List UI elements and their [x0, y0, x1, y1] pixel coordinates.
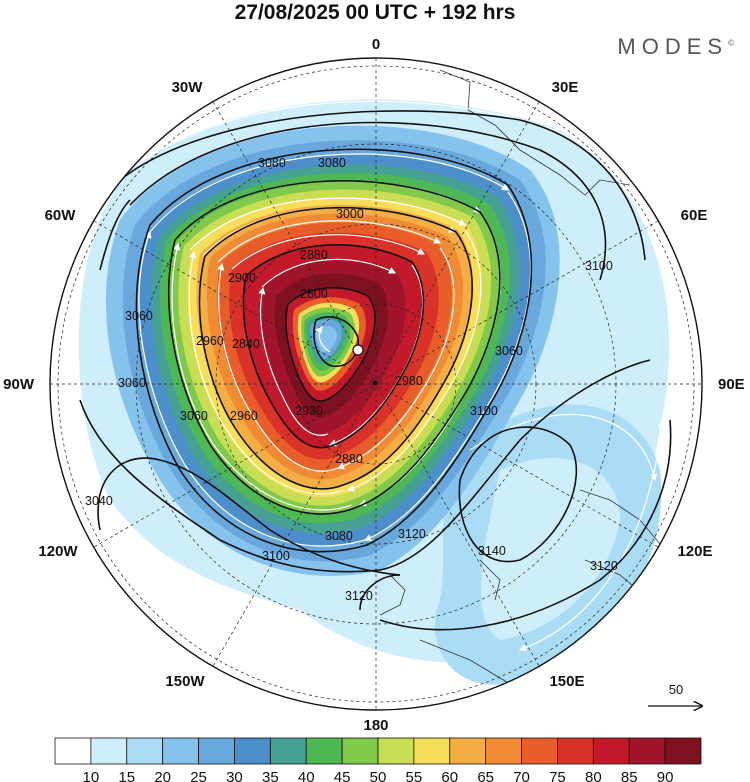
colorbar: 10 15 20 25 30 35 40 45 50 55 60 65 70 75 80 85 90 [54, 737, 702, 782]
height-contours [79, 110, 672, 631]
contour-label: 2980 [395, 374, 423, 388]
wind-speed-field [50, 58, 702, 710]
colorbar-label: 35 [262, 769, 279, 782]
colorbar-swatch [341, 737, 379, 765]
colorbar-label: 45 [334, 769, 351, 782]
colorbar-swatch [664, 737, 702, 765]
colorbar-label: 10 [83, 769, 100, 782]
contour-label: 3100 [585, 259, 613, 273]
contour-label: 3100 [262, 549, 290, 563]
colorbar-label: 90 [657, 769, 674, 782]
reference-vector: 50 [648, 682, 702, 706]
copyright-mark: © [728, 38, 734, 48]
colorbar-label: 30 [226, 769, 243, 782]
contour-label: 2880 [335, 452, 363, 466]
pole-marker [352, 344, 364, 356]
lon-label: 60E [681, 207, 708, 224]
colorbar-swatch [413, 737, 451, 765]
contour-label: 3080 [258, 156, 286, 170]
modes-logo: MODES© [617, 34, 734, 60]
lon-label: 30E [552, 79, 579, 96]
colorbar-swatch [521, 737, 558, 765]
contour-label: 2880 [300, 248, 328, 262]
lon-label: 150W [165, 673, 205, 690]
reference-vector-label: 50 [669, 682, 683, 697]
colorbar-label: 75 [549, 769, 566, 782]
contour-label: 3100 [470, 404, 498, 418]
colorbar-swatch [628, 737, 666, 765]
lon-label: 90W [3, 376, 35, 393]
lon-label: 120W [38, 543, 78, 560]
colorbar-swatch [198, 737, 235, 765]
colorbar-label: 40 [298, 769, 315, 782]
contour-label: 3000 [336, 207, 364, 221]
colorbar-swatch [305, 737, 343, 765]
contour-label: 3080 [318, 156, 346, 170]
colorbar-label: 80 [585, 769, 602, 782]
contour-label: 2840 [232, 337, 260, 351]
lon-label: 180 [363, 717, 388, 734]
lon-label: 90E [718, 376, 745, 393]
colorbar-swatch [377, 737, 415, 765]
colorbar-swatch [162, 737, 199, 765]
colorbar-swatch [592, 737, 630, 765]
colorbar-label: 20 [154, 769, 171, 782]
contour-label: 2930 [295, 404, 323, 418]
colorbar-swatch [269, 737, 307, 765]
contour-label: 2960 [196, 334, 224, 348]
lon-label: 60W [45, 207, 77, 224]
colorbar-swatch [54, 737, 92, 765]
colorbar-label: 25 [190, 769, 207, 782]
contour-label: 2960 [230, 409, 258, 423]
contour-label: 3140 [478, 544, 506, 558]
lon-label: 30W [172, 79, 204, 96]
contour-label: 3060 [495, 344, 523, 358]
map-boundary [49, 57, 703, 711]
lon-label: 0 [372, 36, 380, 53]
colorbar-swatch [234, 737, 271, 765]
longitude-labels: 0 30E 60E 90E 120E 150E 180 150W 120W 90… [3, 36, 745, 734]
contour-label: 3080 [325, 529, 353, 543]
colorbar-label: 85 [621, 769, 638, 782]
contour-label: 3060 [180, 409, 208, 423]
contour-label: 3040 [85, 494, 113, 508]
map-title: 27/08/2025 00 UTC + 192 hrs [234, 1, 516, 24]
lon-label: 120E [677, 543, 712, 560]
south-pole-dot [372, 380, 378, 386]
colorbar-swatch [90, 737, 128, 765]
contour-label: 3120 [345, 589, 373, 603]
contour-label: 3060 [125, 309, 153, 323]
lat-lon-grid [50, 58, 702, 710]
colorbar-label: 15 [118, 769, 135, 782]
brand-text: MODES [617, 34, 729, 59]
contour-label: 3060 [118, 376, 146, 390]
lon-label: 150E [549, 673, 584, 690]
colorbar-label: 60 [441, 769, 458, 782]
contour-label: 3120 [398, 527, 426, 541]
contour-label: 3120 [590, 559, 618, 573]
contour-label: 2900 [228, 271, 256, 285]
colorbar-label: 55 [406, 769, 423, 782]
colorbar-swatch [557, 737, 594, 765]
colorbar-swatch [485, 737, 522, 765]
contour-label: 2800 [300, 287, 328, 301]
colorbar-swatch [449, 737, 487, 765]
colorbar-label: 50 [370, 769, 387, 782]
contour-labels: 3080 3080 3000 2880 2800 2900 2960 2840 … [85, 156, 618, 603]
colorbar-label: 65 [477, 769, 494, 782]
colorbar-label: 70 [513, 769, 530, 782]
colorbar-swatch [126, 737, 164, 765]
